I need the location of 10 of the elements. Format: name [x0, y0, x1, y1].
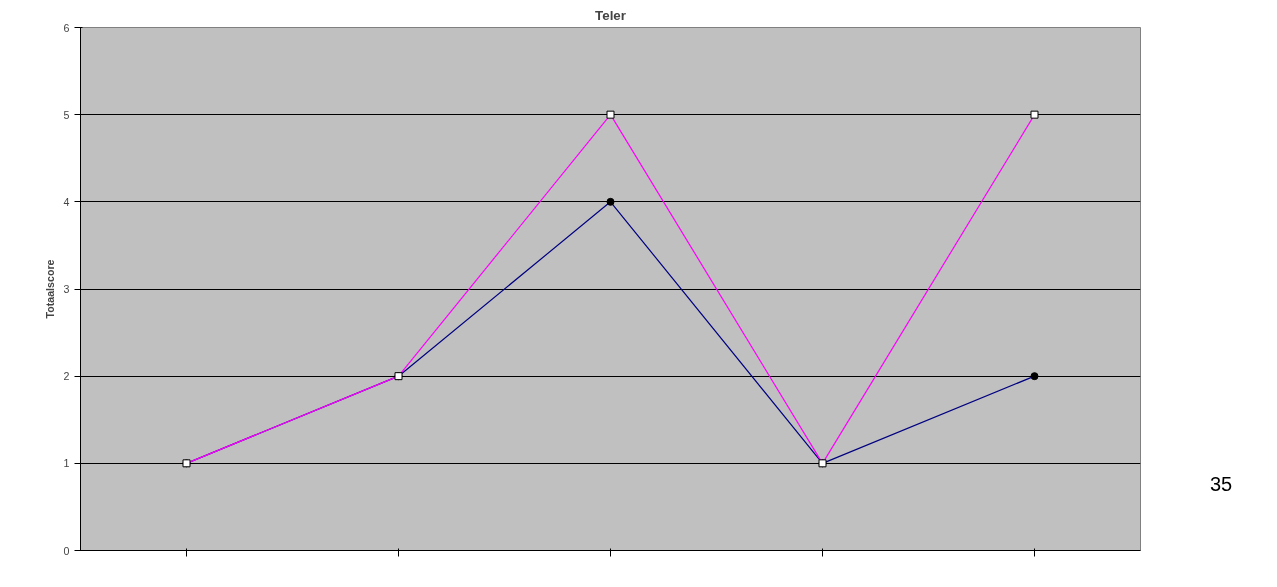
y-axis-title: Totaalscore: [43, 259, 56, 319]
y-tick-label: 1: [63, 457, 70, 470]
y-tick-label: 6: [63, 21, 70, 34]
y-tick-label: 0: [63, 544, 70, 557]
y-tick-label: 3: [63, 283, 70, 295]
y-tick-label: 5: [63, 108, 70, 121]
text: 35: [1210, 472, 1233, 497]
chart-title: Teler: [595, 7, 626, 23]
y-tick-label: 4: [63, 195, 70, 208]
y-tick-label: 2: [63, 370, 70, 383]
